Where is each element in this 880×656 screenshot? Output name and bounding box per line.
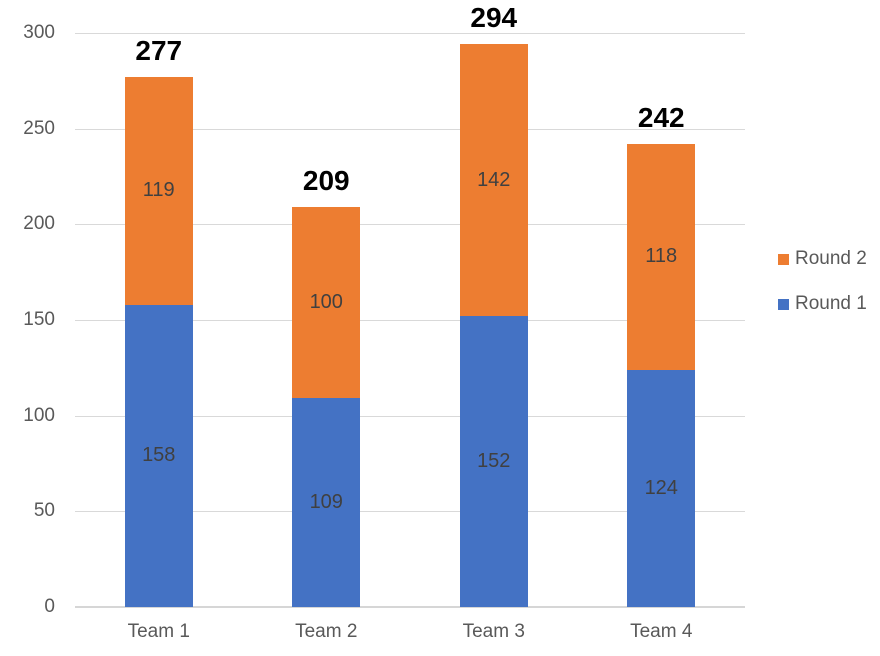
legend-item-round-2: Round 2 [778, 248, 867, 270]
bar-segment-round-2: 100 [292, 207, 361, 399]
total-value-label: 242 [637, 101, 685, 133]
y-tick-label: 100 [23, 404, 55, 426]
y-tick-label: 300 [23, 22, 55, 43]
legend-swatch-icon [778, 253, 789, 265]
total-value-label: 294 [470, 2, 518, 34]
bar-segment-round-1: 152 [459, 316, 528, 607]
y-tick-label: 200 [23, 213, 55, 235]
y-tick-label: 250 [23, 117, 55, 139]
segment-value-label: 124 [644, 476, 678, 499]
segment-value-label: 118 [645, 245, 678, 268]
bar-segment-round-1: 158 [124, 304, 193, 607]
legend-item-round-1: Round 1 [778, 293, 867, 315]
x-category-label: Team 4 [630, 621, 693, 642]
segment-value-label: 100 [309, 291, 343, 314]
x-category-label: Team 2 [295, 621, 358, 642]
legend: Round 2 Round 1 [778, 248, 867, 338]
gridline [75, 511, 745, 513]
legend-label: Round 2 [795, 248, 867, 269]
segment-value-label: 158 [142, 444, 176, 467]
bar-segment-round-2: 119 [124, 77, 193, 305]
x-category-label: Team 1 [127, 621, 190, 642]
bar-segment-round-2: 142 [459, 44, 528, 317]
bar-segment-round-1: 124 [627, 369, 696, 607]
bar-segment-round-1: 109 [292, 398, 361, 607]
gridline [75, 33, 745, 34]
gridline [75, 415, 745, 417]
legend-label: Round 1 [795, 293, 867, 314]
legend-swatch-icon [778, 298, 789, 310]
segment-value-label: 152 [477, 450, 511, 473]
total-value-label: 277 [135, 35, 183, 66]
y-tick-label: 150 [23, 309, 55, 330]
segment-value-label: 142 [477, 168, 511, 191]
x-axis-line [75, 606, 745, 608]
segment-value-label: 109 [309, 491, 343, 514]
gridline [75, 128, 745, 130]
gridline [75, 320, 745, 321]
y-tick-label: 50 [33, 500, 55, 522]
x-category-label: Team 3 [462, 621, 525, 642]
gridline [75, 224, 745, 226]
total-value-label: 209 [302, 165, 350, 197]
bar-segment-round-2: 118 [627, 143, 696, 370]
y-tick-label: 0 [44, 596, 55, 617]
segment-value-label: 119 [142, 179, 175, 202]
